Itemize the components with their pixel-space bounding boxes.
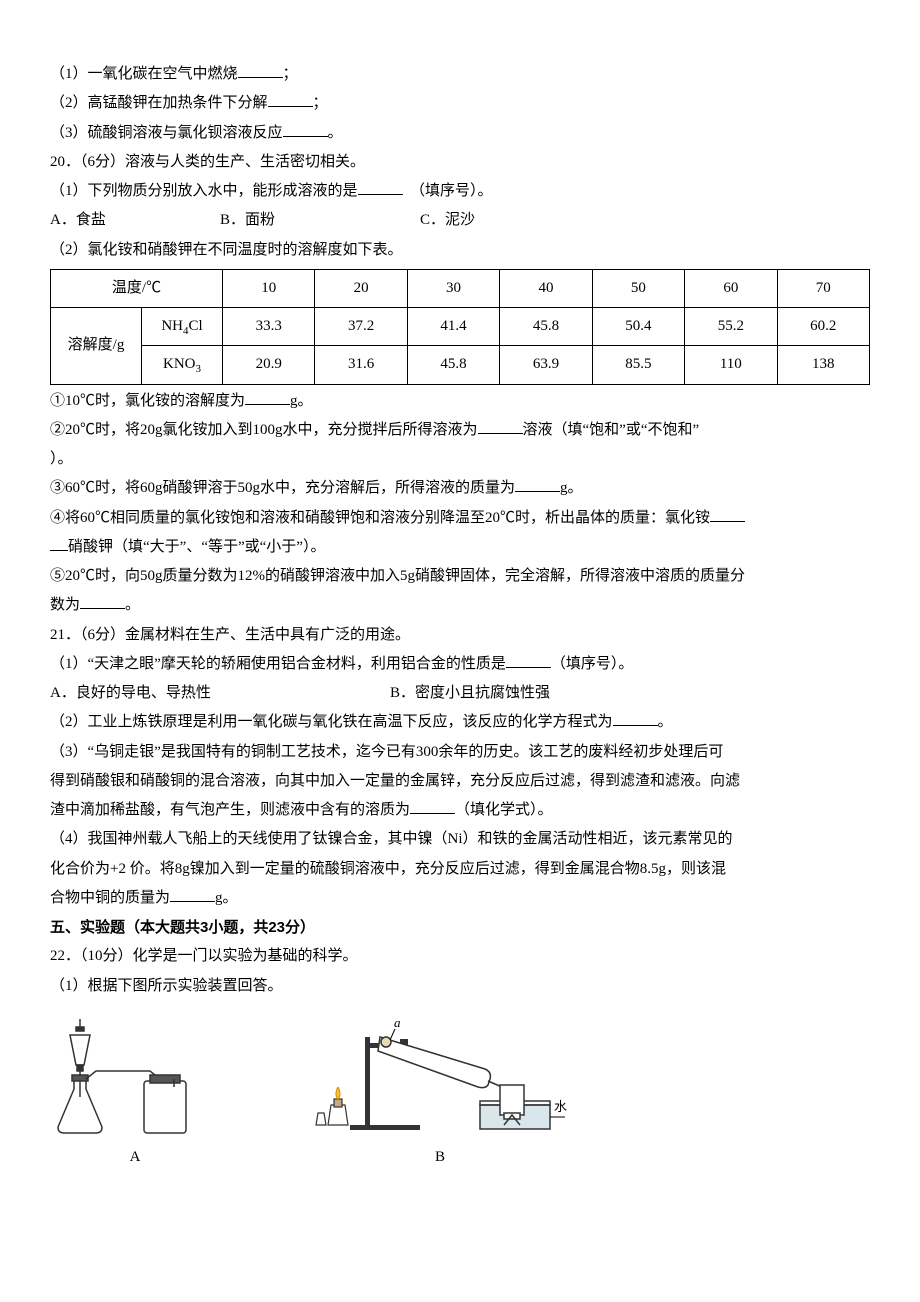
figure-a-caption: A: [50, 1143, 220, 1172]
th-nh4cl: NH4Cl: [142, 308, 223, 346]
td: 50.4: [592, 308, 684, 346]
q20-opt-b: B．面粉: [220, 206, 420, 235]
table-row: 温度/℃ 10 20 30 40 50 60 70: [51, 269, 870, 307]
q20-head: 20．（6分）溶液与人类的生产、生活密切相关。: [50, 148, 870, 177]
blank: [410, 798, 455, 814]
q19-2: （2）高锰酸钾在加热条件下分解 ；: [50, 89, 870, 118]
table-row: 溶解度/g NH4Cl 33.3 37.2 41.4 45.8 50.4 55.…: [51, 308, 870, 346]
q22-head: 22．（10分）化学是一门以实验为基础的科学。: [50, 942, 870, 971]
td: 55.2: [685, 308, 777, 346]
td: 20.9: [223, 346, 315, 384]
q22-1: （1）根据下图所示实验装置回答。: [50, 972, 870, 1001]
blank: [358, 179, 403, 195]
q20-i5a: ⑤20℃时，向50g质量分数为12%的硝酸钾溶液中加入5g硝酸钾固体，完全溶解，…: [50, 562, 870, 591]
q21-head: 21．（6分）金属材料在生产、生活中具有广泛的用途。: [50, 621, 870, 650]
blank: [283, 121, 328, 137]
td: 33.3: [223, 308, 315, 346]
td: 85.5: [592, 346, 684, 384]
q19-3-tail: 。: [328, 125, 343, 141]
blank: [268, 91, 313, 107]
q21-2: （2）工业上炼铁原理是利用一氧化碳与氧化铁在高温下反应，该反应的化学方程式为。: [50, 708, 870, 737]
q19-1: （1）一氧化碳在空气中燃烧 ；: [50, 60, 870, 89]
q21-4c: 合物中铜的质量为g。: [50, 884, 870, 913]
q21-1: （1）“天津之眼”摩天轮的轿厢使用铝合金材料，利用铝合金的性质是（填序号）。: [50, 650, 870, 679]
th: 50: [592, 269, 684, 307]
q19-2-tail: ；: [313, 95, 328, 111]
page: （1）一氧化碳在空气中燃烧 ； （2）高锰酸钾在加热条件下分解 ； （3）硫酸铜溶液…: [0, 0, 920, 1218]
th: 20: [315, 269, 407, 307]
q21-opt-a: A．良好的导电、导热性: [50, 679, 390, 708]
blank: [80, 593, 125, 609]
th-temp: 温度/℃: [51, 269, 223, 307]
q21-3a: （3）“乌铜走银”是我国特有的铜制工艺技术，迄今已有300余年的历史。该工艺的废…: [50, 738, 870, 767]
td: 60.2: [777, 308, 869, 346]
q20-i5b: 数为。: [50, 591, 870, 620]
th-sol: 溶解度/g: [51, 308, 142, 385]
q19-2-text: （2）高锰酸钾在加热条件下分解: [50, 95, 268, 111]
label-a: a: [394, 1015, 401, 1030]
q21-4b: 化合价为+2 价。将8g镍加入到一定量的硫酸铜溶液中，充分反应后过滤，得到金属混…: [50, 855, 870, 884]
th: 40: [500, 269, 592, 307]
blank: [245, 389, 290, 405]
td: 138: [777, 346, 869, 384]
q20-1: （1）下列物质分别放入水中，能形成溶液的是 （填序号）。: [50, 177, 870, 206]
figure-a: A: [50, 1017, 220, 1172]
th: 30: [407, 269, 499, 307]
section-5-head: 五、实验题（本大题共3小题，共23分）: [50, 913, 870, 942]
q20-opt-a: A．食盐: [50, 206, 220, 235]
blank: [613, 710, 658, 726]
td: 37.2: [315, 308, 407, 346]
figure-b: a: [310, 1007, 570, 1172]
q19-1-text: （1）一氧化碳在空气中燃烧: [50, 66, 238, 82]
td: 63.9: [500, 346, 592, 384]
q21-3b: 得到硝酸银和硝酸铜的混合溶液，向其中加入一定量的金属锌，充分反应后过滤，得到滤渣…: [50, 767, 870, 796]
q19-3-text: （3）硫酸铜溶液与氯化钡溶液反应: [50, 125, 283, 141]
apparatus-a-icon: [50, 1017, 220, 1137]
th: 70: [777, 269, 869, 307]
q19-3: （3）硫酸铜溶液与氯化钡溶液反应 。: [50, 119, 870, 148]
q20-i2: ②20℃时，将20g氯化铵加入到100g水中，充分搅拌后所得溶液为溶液（填“饱和…: [50, 416, 870, 445]
blank: [478, 418, 523, 434]
q21-4a: （4）我国神州载人飞船上的天线使用了钛镍合金，其中镍（Ni）和铁的金属活动性相近…: [50, 825, 870, 854]
blank: [710, 506, 745, 522]
q21-opts: A．良好的导电、导热性 B．密度小且抗腐蚀性强: [50, 679, 870, 708]
td: 45.8: [500, 308, 592, 346]
figures: A a: [50, 1007, 870, 1172]
apparatus-b-icon: a: [310, 1007, 570, 1137]
q21-opt-b: B．密度小且抗腐蚀性强: [390, 679, 550, 708]
figure-b-caption: B: [310, 1143, 570, 1172]
q20-i3: ③60℃时，将60g硝酸钾溶于50g水中，充分溶解后，所得溶液的质量为g。: [50, 474, 870, 503]
blank: [170, 886, 215, 902]
q19-1-tail: ；: [283, 66, 298, 82]
label-water: 水: [554, 1099, 567, 1114]
q20-i4a: ④将60℃相同质量的氯化铵饱和溶液和硝酸钾饱和溶液分别降温至20℃时，析出晶体的…: [50, 504, 870, 533]
solubility-table: 温度/℃ 10 20 30 40 50 60 70 溶解度/g NH4Cl 33…: [50, 269, 870, 385]
blank: [50, 535, 68, 551]
q20-opt-c: C．泥沙: [420, 206, 475, 235]
td: 45.8: [407, 346, 499, 384]
q20-i4b: 硝酸钾（填“大于”、“等于”或“小于”）。: [50, 533, 870, 562]
q20-i1: ①10℃时，氯化铵的溶解度为g。: [50, 387, 870, 416]
td: 31.6: [315, 346, 407, 384]
td: 110: [685, 346, 777, 384]
q20-2: （2）氯化铵和硝酸钾在不同温度时的溶解度如下表。: [50, 236, 870, 265]
td: 41.4: [407, 308, 499, 346]
th: 10: [223, 269, 315, 307]
q20-options: A．食盐 B．面粉 C．泥沙: [50, 206, 870, 235]
blank: [238, 62, 283, 78]
q21-3c: 渣中滴加稀盐酸，有气泡产生，则滤液中含有的溶质为（填化学式）。: [50, 796, 870, 825]
blank: [506, 652, 551, 668]
q20-i2c: ）。: [50, 445, 870, 474]
q20-1a: （1）下列物质分别放入水中，能形成溶液的是: [50, 183, 358, 199]
table-row: KNO3 20.9 31.6 45.8 63.9 85.5 110 138: [51, 346, 870, 384]
blank: [515, 476, 560, 492]
q20-1b: （填序号）。: [418, 183, 493, 199]
th-kno3: KNO3: [142, 346, 223, 384]
th: 60: [685, 269, 777, 307]
